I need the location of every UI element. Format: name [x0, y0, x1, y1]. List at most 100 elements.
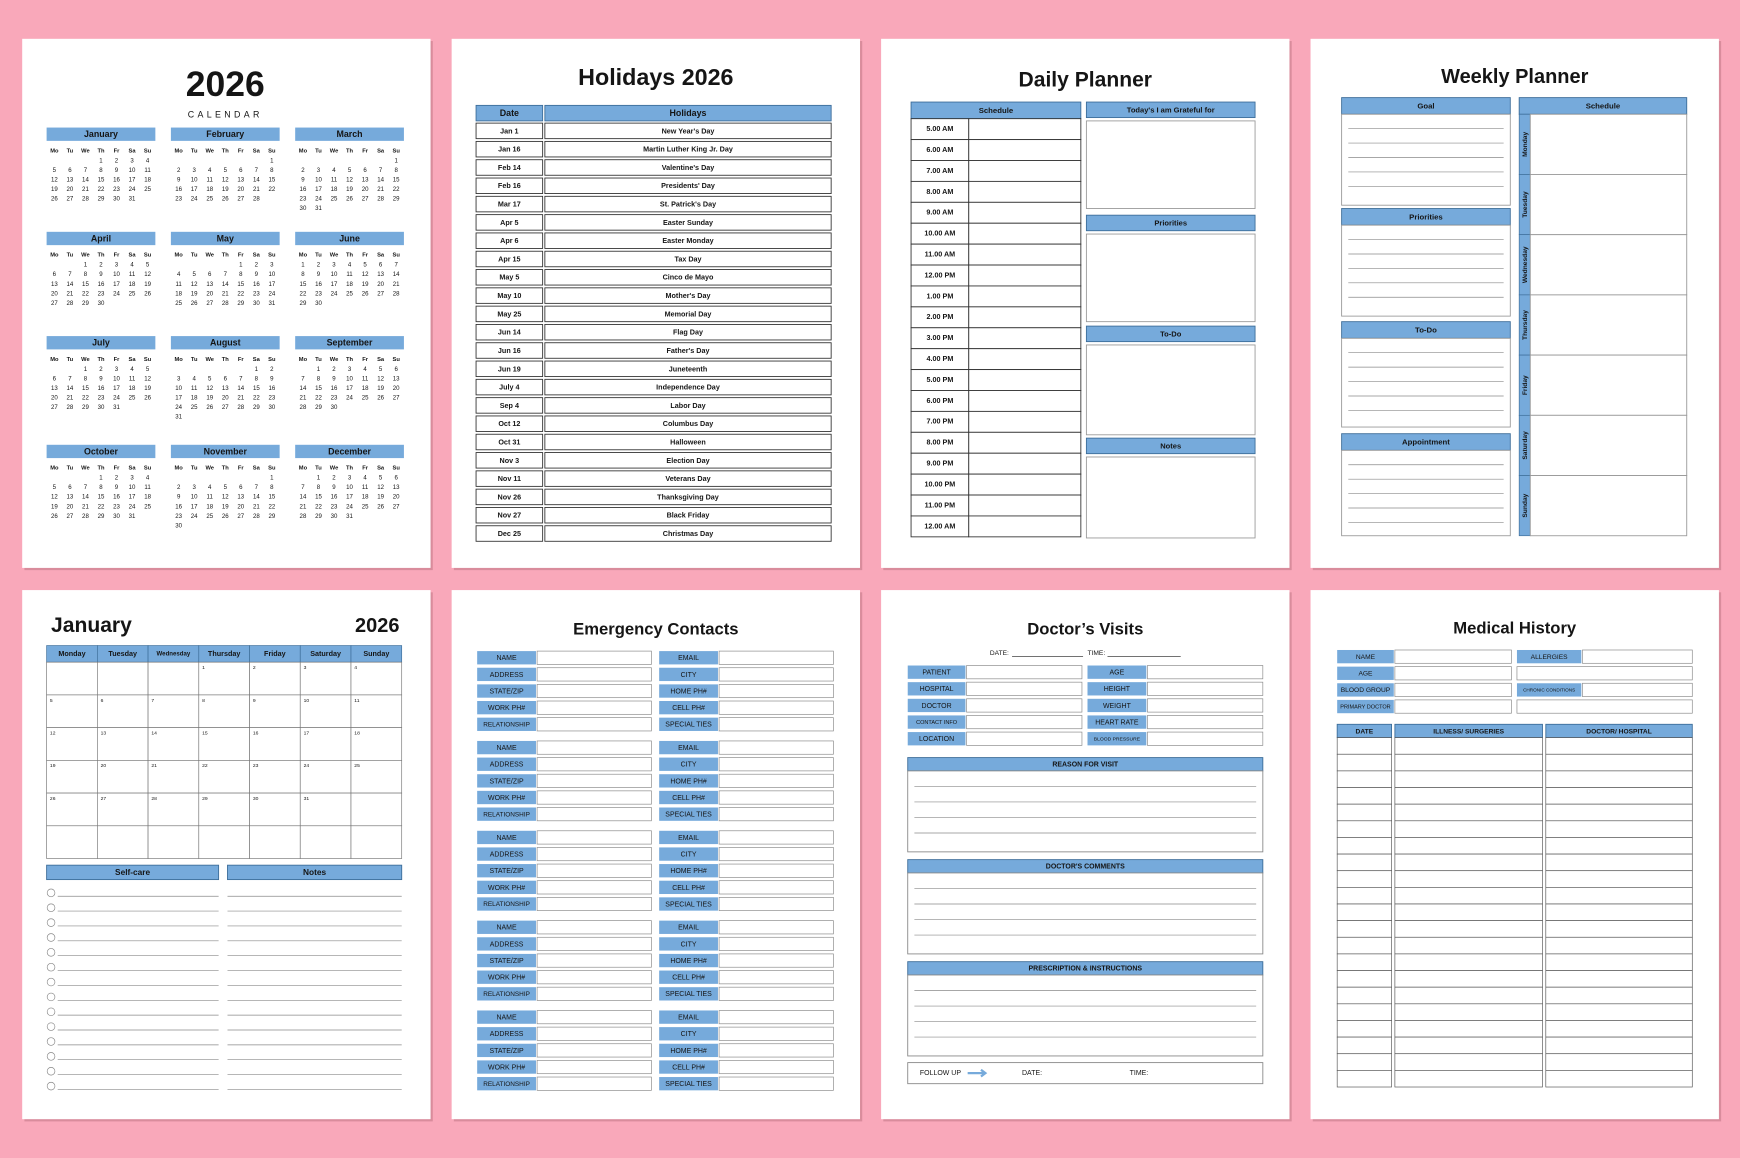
month-name: April [91, 233, 111, 243]
day-number: 30 [175, 522, 182, 529]
table-cell [1336, 936, 1392, 955]
field-label: NAME [497, 925, 517, 932]
day-number: 2 [115, 157, 119, 164]
day-number: 21 [82, 186, 89, 193]
field-input [1147, 698, 1264, 713]
arrow-icon [967, 1068, 988, 1078]
day-number: 21 [300, 503, 307, 510]
day-number: 11 [207, 494, 214, 501]
table-cell [1336, 1070, 1392, 1088]
month-bar [170, 336, 280, 350]
weekday-label: Sa [377, 357, 385, 363]
day-number: 14 [377, 177, 384, 184]
field-label-cell [477, 667, 536, 682]
day-number: 2 [253, 665, 256, 671]
day-number: 2 [332, 475, 336, 482]
field-input [536, 700, 652, 715]
weekday-label: Sa [129, 466, 137, 472]
weekday-label: Mo [299, 148, 308, 154]
day-number: 17 [191, 503, 198, 510]
weekday-label: We [81, 148, 90, 154]
day-number: 18 [354, 730, 360, 736]
month-bar [170, 127, 280, 141]
day-number: 14 [393, 271, 400, 278]
day-number: 7 [68, 271, 72, 278]
holiday-name: Halloween [670, 437, 706, 446]
day-number: 16 [331, 494, 338, 501]
field-label: STATE/ZIP [489, 1048, 524, 1055]
day-number: 6 [101, 698, 104, 704]
field-label-cell [477, 774, 536, 788]
day-number: 19 [144, 281, 151, 288]
field-label-cell [1087, 715, 1147, 729]
holiday-cell [544, 360, 832, 378]
date-cell [475, 287, 544, 304]
day-number: 17 [346, 494, 353, 501]
weekday-label: Thursday [208, 649, 240, 658]
table-cell [1394, 803, 1543, 822]
holiday-date: Apr 5 [500, 218, 518, 227]
field-label-cell [907, 732, 966, 746]
weekday-label: We [81, 253, 90, 259]
table-cell [1394, 770, 1543, 788]
page-title: Daily Planner [1019, 69, 1152, 92]
day-number: 4 [332, 167, 336, 174]
table-cell [1394, 753, 1543, 772]
day-label: Thursday [1522, 310, 1529, 340]
day-number: 8 [317, 484, 321, 491]
day-number: 10 [175, 385, 182, 392]
month-name: January [84, 129, 118, 139]
day-number: 18 [331, 186, 338, 193]
weekday-label: Fr [114, 253, 121, 259]
day-number: 16 [300, 186, 307, 193]
field-label-cell [477, 651, 536, 665]
field-label: PRIMARY DOCTOR [1340, 705, 1390, 711]
day-label: Tuesday [1522, 191, 1529, 218]
day-number: 20 [393, 385, 400, 392]
section-header-text: Today's I am Grateful for [1127, 105, 1215, 114]
day-number: 31 [129, 196, 136, 203]
day-number: 16 [113, 494, 120, 501]
day-number: 6 [224, 376, 228, 383]
day-number: 28 [300, 513, 307, 520]
day-number: 8 [99, 167, 103, 174]
holiday-date: Apr 6 [500, 236, 518, 245]
day-number: 17 [268, 281, 275, 288]
field-label-cell [477, 684, 536, 698]
day-number: 3 [317, 167, 321, 174]
table-cell [1545, 853, 1693, 872]
date-cell [475, 305, 544, 323]
month-name: July [92, 338, 110, 348]
weekday-label: Tu [191, 148, 198, 154]
field-label: EMAIL [678, 835, 699, 842]
table-cell [1336, 820, 1392, 838]
holiday-name: Tax Day [674, 254, 701, 263]
day-number: 20 [101, 763, 107, 769]
field-label: HEART RATE [1095, 719, 1139, 726]
schedule-cell [968, 243, 1082, 266]
table-cell [1336, 803, 1392, 822]
weekday-label: Fr [362, 466, 369, 472]
field-label-cell [477, 953, 536, 968]
field-label: NAME [497, 835, 517, 842]
day-number: 12 [346, 177, 353, 184]
day-number: 18 [129, 385, 136, 392]
day-number: 12 [206, 385, 213, 392]
weekday-label: Fr [114, 148, 121, 154]
field-input [536, 757, 652, 772]
day-number: 29 [98, 513, 105, 520]
day-number: 25 [354, 763, 360, 769]
field-input [536, 650, 652, 665]
holiday-cell [544, 232, 832, 249]
field-input [536, 684, 652, 699]
section-header-text: Schedule [1586, 102, 1621, 111]
day-number: 2 [255, 262, 259, 269]
field-label: DOCTOR [922, 703, 952, 710]
holiday-cell [544, 177, 832, 194]
field-input [718, 650, 834, 665]
day-number: 24 [315, 196, 322, 203]
field-input [536, 936, 652, 951]
day-number: 5 [193, 271, 197, 278]
day-number: 26 [222, 196, 229, 203]
day-number: 4 [363, 475, 367, 482]
